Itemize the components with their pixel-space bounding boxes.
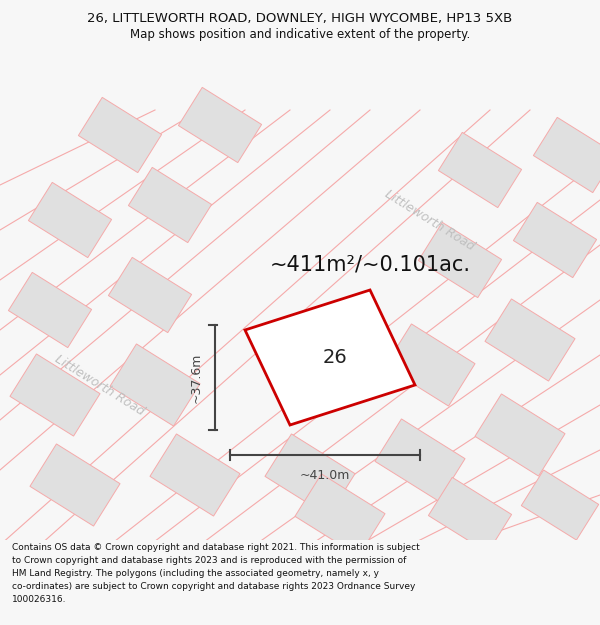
Polygon shape: [428, 478, 512, 552]
Text: 26: 26: [323, 348, 347, 367]
Polygon shape: [295, 474, 385, 556]
Text: Littleworth Road: Littleworth Road: [383, 188, 477, 253]
Polygon shape: [245, 290, 415, 425]
Polygon shape: [514, 202, 596, 278]
Text: Littleworth Road: Littleworth Road: [53, 352, 147, 418]
Polygon shape: [265, 434, 355, 516]
Polygon shape: [28, 182, 112, 258]
Polygon shape: [30, 444, 120, 526]
Polygon shape: [110, 344, 200, 426]
Polygon shape: [79, 98, 161, 172]
Polygon shape: [475, 394, 565, 476]
Polygon shape: [10, 354, 100, 436]
Text: Contains OS data © Crown copyright and database right 2021. This information is : Contains OS data © Crown copyright and d…: [12, 543, 420, 604]
Polygon shape: [128, 168, 212, 242]
Polygon shape: [521, 470, 599, 540]
Polygon shape: [8, 272, 92, 348]
Polygon shape: [439, 132, 521, 208]
Polygon shape: [385, 324, 475, 406]
Polygon shape: [109, 258, 191, 332]
Polygon shape: [418, 222, 502, 298]
Polygon shape: [178, 88, 262, 162]
Text: Map shows position and indicative extent of the property.: Map shows position and indicative extent…: [130, 28, 470, 41]
Polygon shape: [533, 118, 600, 192]
Polygon shape: [485, 299, 575, 381]
Text: 26, LITTLEWORTH ROAD, DOWNLEY, HIGH WYCOMBE, HP13 5XB: 26, LITTLEWORTH ROAD, DOWNLEY, HIGH WYCO…: [88, 12, 512, 25]
Polygon shape: [150, 434, 240, 516]
Text: ~37.6m: ~37.6m: [190, 352, 203, 402]
Text: ~41.0m: ~41.0m: [300, 469, 350, 482]
Polygon shape: [375, 419, 465, 501]
Text: ~411m²/~0.101ac.: ~411m²/~0.101ac.: [269, 255, 470, 275]
